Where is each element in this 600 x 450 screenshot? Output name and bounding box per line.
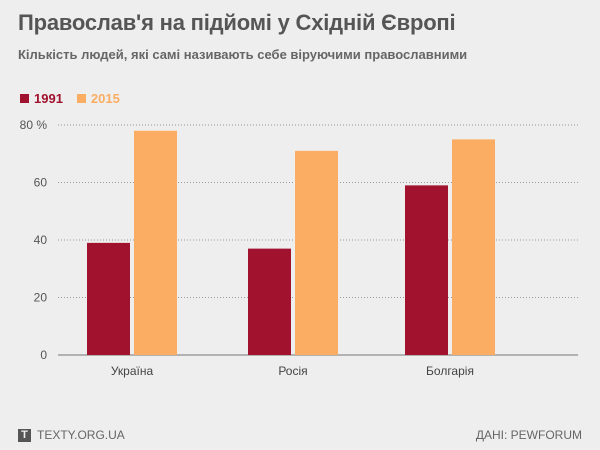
y-tick-label: 40 (34, 233, 48, 247)
y-tick-label: 80 % (20, 118, 48, 132)
legend-item-1991: 1991 (20, 91, 63, 106)
footer-brand: T TEXTY.ORG.UA (18, 428, 125, 442)
data-source: ДАНІ: PEWFORUM (475, 428, 582, 442)
y-tick-label: 20 (34, 291, 48, 305)
chart-title: Православ'я на підйомі у Східній Європі (18, 10, 456, 35)
bar-2015-1 (295, 150, 338, 355)
legend-label-1991: 1991 (34, 91, 63, 106)
chart-subtitle: Кількість людей, які самі називають себе… (18, 47, 468, 62)
brand-text: TEXTY.ORG.UA (37, 428, 125, 442)
legend: 1991 2015 (20, 91, 134, 106)
legend-swatch-1991 (20, 94, 29, 103)
bar-1991-0 (87, 242, 130, 355)
category-label: Україна (111, 364, 154, 378)
legend-item-2015: 2015 (76, 91, 120, 106)
y-tick-label: 0 (40, 348, 47, 362)
bar-1991-2 (405, 185, 448, 355)
bar-2015-2 (452, 139, 495, 355)
category-label: Росія (278, 364, 307, 378)
bar-1991-1 (248, 248, 291, 355)
category-label: Болгарія (426, 364, 474, 378)
legend-label-2015: 2015 (90, 91, 120, 106)
legend-swatch-2015 (76, 94, 86, 103)
bar-2015-0 (134, 130, 177, 355)
texty-logo-icon: T (18, 428, 31, 442)
y-tick-label: 60 (34, 176, 48, 190)
